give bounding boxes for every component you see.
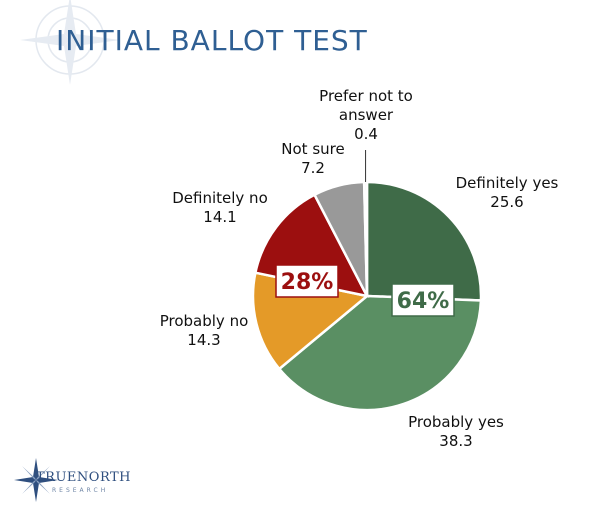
slice-label-probably-no: Probably no 14.3 — [160, 312, 249, 349]
pie-slice-definitely-yes — [365, 180, 483, 302]
logo-wordmark: TRUENORTH — [36, 470, 131, 485]
logo-name-part1: TRUE — [36, 470, 77, 485]
logo-name-part2: NORTH — [76, 470, 132, 485]
summary-box-yes — [391, 283, 455, 317]
compass-watermark-icon — [20, 0, 120, 85]
pie-slice-probably-yes — [277, 294, 483, 412]
summary-percent-yes: 64% — [397, 289, 450, 314]
slice-label-not-sure: Not sure 7.2 — [281, 140, 344, 177]
slice-label-prefer-not-to-answer: Prefer not to answer 0.4 — [319, 87, 413, 143]
logo-subtitle: RESEARCH — [52, 487, 109, 494]
summary-percent-no: 28% — [281, 270, 334, 295]
slice-label-definitely-yes: Definitely yes 25.6 — [456, 174, 559, 211]
pie-slice-prefer-not-to-answer — [362, 180, 369, 297]
slice-label-definitely-no: Definitely no 14.1 — [172, 189, 268, 226]
slice-label-probably-yes: Probably yes 38.3 — [408, 413, 504, 450]
true-north-star-icon — [14, 458, 58, 502]
summary-box-no — [275, 264, 339, 298]
slide-title: INITIAL BALLOT TEST — [56, 24, 368, 57]
